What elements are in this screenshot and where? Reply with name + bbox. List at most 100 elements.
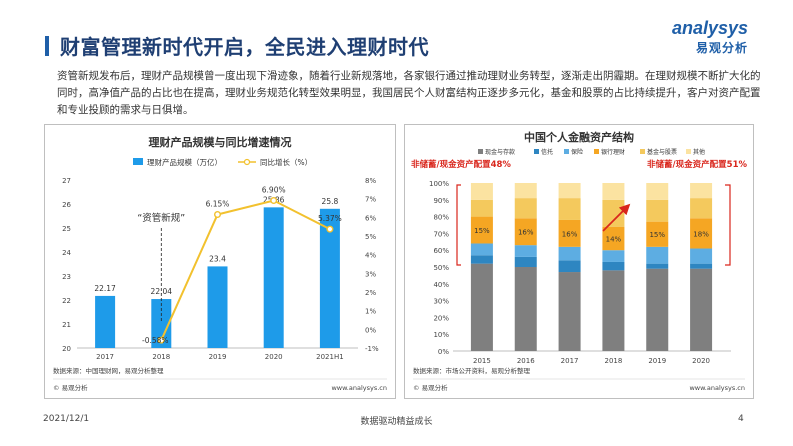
bar-scale (207, 266, 228, 348)
x-tick-label: 2017 (96, 353, 114, 361)
x-tick-label: 2020 (265, 353, 283, 361)
stack-segment (690, 183, 713, 199)
trend-arrow (602, 203, 631, 232)
legend-swatch-scale (133, 158, 143, 165)
y2-tick-label: 8% (365, 177, 376, 185)
logo-wordmark: analysys (672, 18, 749, 38)
legend-label: 其他 (693, 148, 705, 156)
stack-segment (602, 226, 625, 251)
bar-scale (151, 299, 172, 348)
stack-segment (514, 183, 537, 199)
logo-chinese: 易观分析 (696, 41, 749, 55)
bank-wm-label: 15% (474, 227, 490, 235)
y-tick-label: 10% (433, 331, 449, 339)
y-tick-label: 20% (433, 314, 449, 322)
chart-footer-url: www.analysys.cn (331, 384, 387, 392)
legend-swatch (478, 149, 483, 154)
y2-tick-label: 1% (365, 308, 376, 316)
y2-tick-label: 7% (365, 196, 376, 204)
stack-segment (690, 198, 713, 219)
legend-label: 现金与存款 (485, 148, 515, 156)
growth-value-label: 6.15% (206, 200, 230, 209)
legend-swatch (534, 149, 539, 154)
stack-segment (602, 261, 625, 271)
stack-segment (514, 198, 537, 219)
footer-slogan: 数据驱动精益成长 (360, 417, 433, 427)
footer-date: 2021/12/1 (43, 414, 90, 424)
analysys-logo: analysys 易观分析 (672, 18, 776, 58)
y-tick-label: 70% (433, 230, 449, 238)
legend-swatch (640, 149, 645, 154)
y2-tick-label: -1% (365, 345, 379, 353)
summary-paragraph: 资管新规发布后，理财产品规模曾一度出现下滑迹象，随着行业新规落地，各家银行通过推… (57, 70, 761, 116)
bar-value-label: 22.04 (151, 287, 173, 296)
stack-segment (514, 256, 537, 267)
y-tick-label: 26 (62, 201, 71, 209)
bank-wm-label: 15% (649, 231, 665, 239)
y-tick-label: 90% (433, 197, 449, 205)
right-bracket (725, 184, 731, 266)
asset-structure-chart-panel: 中国个人金融资产结构 现金与存款 信托 保险 银行理财 基金与股票 其他 0% 10% 20% 30… (404, 124, 754, 399)
stack-segment (558, 272, 581, 351)
stack-segment (558, 183, 581, 199)
y-tick-label: 80% (433, 214, 449, 222)
bar-scale (319, 208, 340, 348)
stack-segment (602, 183, 625, 200)
chart-title: 中国个人金融资产结构 (524, 130, 634, 144)
bar-value-label: 23.4 (209, 254, 226, 263)
y2-tick-label: 2% (365, 289, 376, 297)
bank-wm-label: 16% (518, 229, 534, 237)
y-tick-label: 20 (62, 345, 71, 353)
growth-point (270, 197, 278, 205)
growth-point (213, 211, 221, 219)
growth-value-label: 5.37% (318, 214, 342, 223)
stack-segment (470, 199, 493, 217)
x-tick-label: 2018 (605, 357, 623, 365)
x-tick-label: 2020 (692, 357, 710, 365)
chart-footer-logo: © 易观分析 (413, 383, 448, 392)
left-note: 非储蓄/现金资产配置48% (411, 159, 511, 170)
stack-segment (470, 243, 493, 256)
y-tick-label: 100% (429, 180, 449, 188)
stack-segment (646, 199, 669, 222)
page-number: 4 (738, 414, 744, 424)
stack-segment (690, 263, 713, 269)
y-tick-label: 50% (433, 264, 449, 272)
growth-value-label: -0.58% (142, 336, 169, 345)
title-accent-bar (45, 36, 49, 56)
stack-segment (646, 263, 669, 269)
x-tick-label: 2021H1 (316, 353, 344, 361)
legend-label: 保险 (571, 148, 583, 156)
stack-segment (602, 250, 625, 262)
bar-scale (95, 295, 116, 348)
bar-value-label: 22.17 (94, 284, 116, 293)
y2-tick-label: 6% (365, 214, 376, 222)
stack-segment (646, 268, 669, 351)
stack-segment (646, 183, 669, 200)
y2-tick-label: 5% (365, 233, 376, 241)
chart-source: 数据来源：中国理财网，易观分析整理 (53, 366, 164, 375)
wm-scale-chart-panel: 理财产品规模与同比增速情况 理财产品规模（万亿） 同比增长（%） 20 21 22 23 24… (44, 124, 396, 399)
chart-footer-url: www.analysys.cn (689, 384, 745, 392)
growth-point (157, 336, 165, 344)
x-tick-label: 2015 (473, 357, 491, 365)
legend-label-growth: 同比增长（%） (260, 157, 312, 167)
bank-wm-label: 14% (606, 235, 622, 243)
x-tick-label: 2018 (152, 353, 170, 361)
bar-scale (263, 207, 284, 348)
stack-segment (646, 221, 669, 247)
y2-tick-label: 4% (365, 252, 376, 260)
x-tick-label: 2019 (209, 353, 227, 361)
y-tick-label: 30% (433, 298, 449, 306)
legend-label-scale: 理财产品规模（万亿） (147, 157, 222, 167)
stack-segment (470, 263, 493, 351)
stack-segment (470, 255, 493, 264)
bar-value-label: 25.8 (322, 197, 339, 206)
y-tick-label: 40% (433, 281, 449, 289)
y-tick-label: 22 (62, 297, 71, 305)
y2-tick-label: 0% (365, 326, 376, 334)
legend-swatch (564, 149, 569, 154)
chart-source: 数据来源：市场公开资料，易观分析整理 (413, 366, 531, 375)
chart-footer-logo: © 易观分析 (53, 383, 88, 392)
